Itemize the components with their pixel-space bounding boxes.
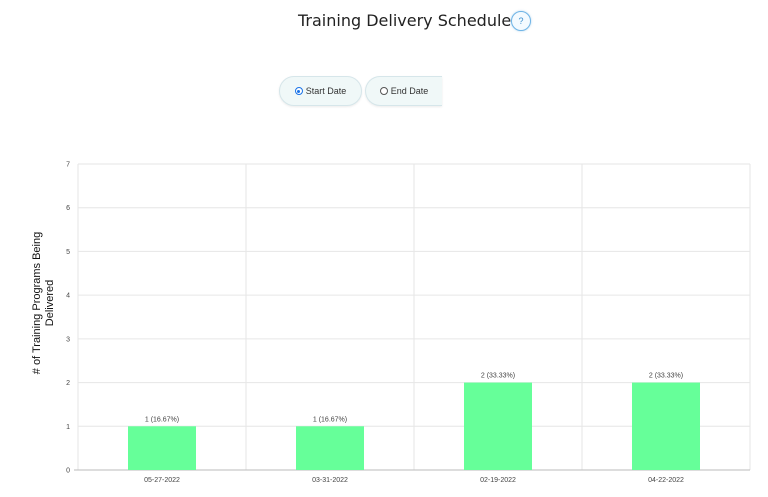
end-date-label: End Date [390,86,429,96]
radio-unchecked-icon [379,87,388,95]
page-title: Training Delivery Schedule [298,11,512,30]
y-tick-label: 0 [66,468,70,475]
bar [296,426,364,470]
start-date-radio[interactable]: Start Date [279,76,362,106]
help-button[interactable]: ? [511,11,531,31]
bar-data-label: 2 (33.33%) [649,373,683,380]
bar-data-label: 1 (16.67%) [145,416,179,423]
bar-data-label: 1 (16.67%) [313,416,347,423]
y-tick-label: 2 [66,380,70,387]
bar [632,382,700,470]
bar [128,426,196,470]
y-tick-label: 6 [66,205,70,212]
y-tick-label: 4 [66,293,70,300]
end-date-radio[interactable]: End Date [365,76,442,106]
x-tick-label: 02-19-2022 [480,477,516,484]
y-tick-label: 3 [66,336,70,343]
x-tick-label: 03-31-2022 [312,477,348,484]
x-tick-label: 04-22-2022 [648,477,684,484]
radio-checked-icon [294,87,303,95]
y-tick-label: 1 [66,424,70,431]
y-tick-label: 7 [66,162,70,169]
x-tick-label: 05-27-2022 [144,477,180,484]
bar-data-label: 2 (33.33%) [481,373,515,380]
bar [464,382,532,470]
start-date-label: Start Date [305,86,347,96]
y-tick-label: 5 [66,249,70,256]
